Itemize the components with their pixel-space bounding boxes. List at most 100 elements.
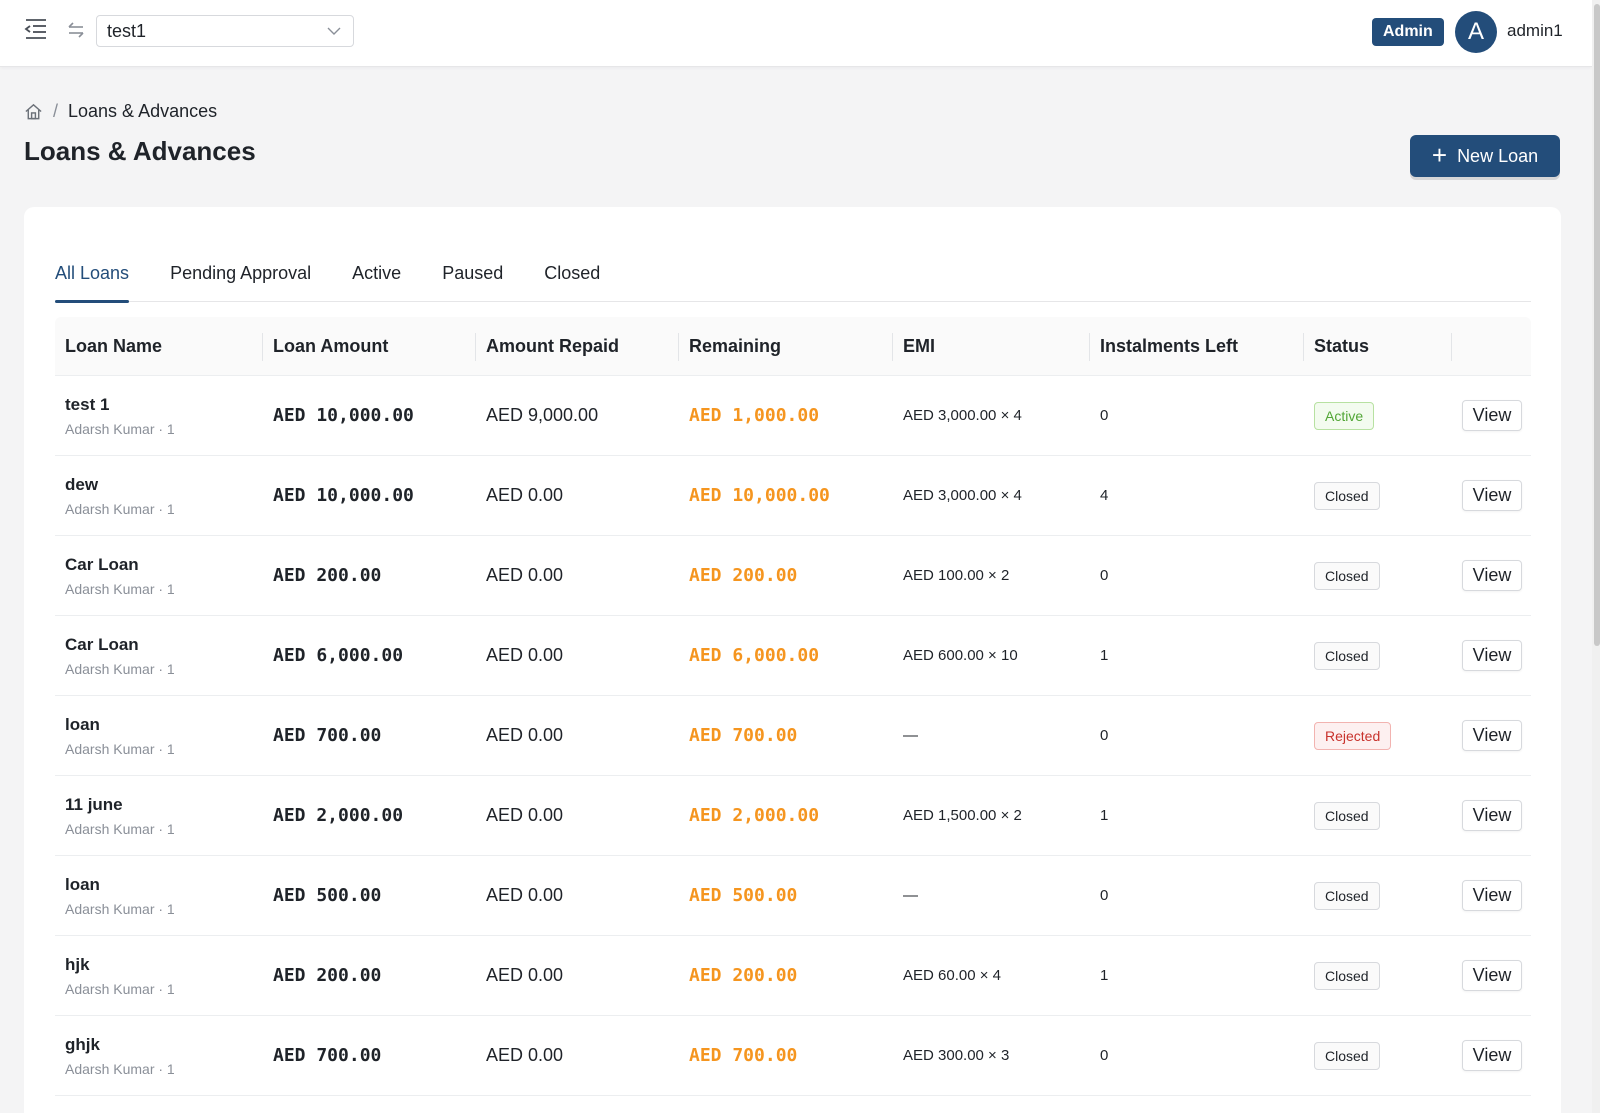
org-select[interactable]: test1	[96, 15, 354, 47]
loan-name: test 1	[65, 394, 110, 414]
loan-amount: AED 500.00	[273, 885, 382, 906]
status-badge: Closed	[1314, 881, 1380, 910]
new-loan-button[interactable]: + New Loan	[1410, 135, 1560, 177]
amount-repaid: AED 0.00	[486, 965, 564, 985]
switch-org-icon[interactable]	[66, 20, 86, 40]
loan-employee: Adarsh Kumar · 1	[65, 820, 175, 837]
remaining-cell: AED 200.00	[679, 936, 893, 1015]
loan-amount-cell: AED 2,000.00	[263, 776, 476, 855]
loan-employee: Adarsh Kumar · 1	[65, 980, 175, 997]
amount-repaid: AED 0.00	[486, 725, 564, 745]
chevron-down-icon	[327, 27, 341, 35]
column-header-instalments-left: Instalments Left	[1090, 317, 1304, 375]
table-row: Car Loan Adarsh Kumar · 1 AED 6,000.00 A…	[55, 616, 1531, 696]
amount-repaid: AED 0.00	[486, 805, 564, 825]
view-button[interactable]: View	[1462, 880, 1522, 911]
tab-active[interactable]: Active	[352, 263, 402, 283]
emi-cell: AED 3,000.00 × 4	[893, 376, 1090, 455]
view-button[interactable]: View	[1462, 800, 1522, 831]
status-badge: Active	[1314, 401, 1375, 430]
loan-name-cell: ghjk Adarsh Kumar · 1	[55, 1016, 263, 1095]
status-cell: Active	[1304, 376, 1452, 455]
emi-cell: AED 1,500.00 × 2	[893, 776, 1090, 855]
tab-closed[interactable]: Closed	[544, 263, 601, 283]
loan-employee: Adarsh Kumar · 1	[65, 740, 175, 757]
emi-value: AED 100.00 × 2	[903, 567, 1010, 584]
remaining-cell: AED 700.00	[679, 1016, 893, 1095]
actions-cell: View	[1452, 936, 1531, 1015]
view-button[interactable]: View	[1462, 1040, 1522, 1071]
menu-collapse-icon[interactable]	[24, 18, 48, 40]
table-header: Loan Name Loan Amount Amount Repaid Rema…	[55, 317, 1531, 376]
actions-cell: View	[1452, 616, 1531, 695]
breadcrumb-separator: /	[53, 101, 59, 121]
table-row: test 1 Adarsh Kumar · 1 AED 10,000.00 AE…	[55, 376, 1531, 456]
emi-cell: —	[893, 856, 1090, 935]
breadcrumb: / Loans & Advances	[24, 101, 217, 122]
remaining-amount: AED 700.00	[689, 1045, 798, 1066]
amount-repaid: AED 0.00	[486, 1045, 564, 1065]
loan-employee: Adarsh Kumar · 1	[65, 420, 175, 437]
remaining-amount: AED 200.00	[689, 565, 798, 586]
loan-name: loan	[65, 874, 100, 894]
loan-name: ghjk	[65, 1034, 100, 1054]
loan-name-cell: 11 june Adarsh Kumar · 1	[55, 776, 263, 855]
home-icon[interactable]	[24, 102, 43, 121]
instalments-left-cell: 0	[1090, 856, 1304, 935]
status-badge: Closed	[1314, 561, 1380, 590]
avatar[interactable]: A	[1455, 11, 1497, 53]
amount-repaid-cell: AED 0.00	[476, 616, 679, 695]
emi-cell: AED 60.00 × 4	[893, 936, 1090, 1015]
view-button[interactable]: View	[1462, 400, 1522, 431]
view-button[interactable]: View	[1462, 720, 1522, 751]
loan-employee: Adarsh Kumar · 1	[65, 900, 175, 917]
loan-name-cell: Car Loan Adarsh Kumar · 1	[55, 536, 263, 615]
loan-name: loan	[65, 714, 100, 734]
tab-pending-approval[interactable]: Pending Approval	[170, 263, 312, 283]
loan-amount-cell: AED 6,000.00	[263, 616, 476, 695]
remaining-cell: AED 1,000.00	[679, 376, 893, 455]
amount-repaid-cell: AED 0.00	[476, 696, 679, 775]
amount-repaid: AED 0.00	[486, 485, 564, 505]
scrollbar-thumb[interactable]	[1594, 4, 1600, 646]
org-select-value: test1	[107, 20, 147, 41]
status-cell: Closed	[1304, 1016, 1452, 1095]
loan-tabs: All Loans Pending Approval Active Paused…	[55, 251, 1531, 303]
username[interactable]: admin1	[1507, 21, 1563, 40]
actions-cell: View	[1452, 856, 1531, 935]
tab-paused[interactable]: Paused	[442, 263, 504, 283]
instalments-left-cell: 1	[1090, 776, 1304, 855]
loan-name: hjk	[65, 954, 90, 974]
loan-amount-cell: AED 500.00	[263, 856, 476, 935]
loan-amount: AED 700.00	[273, 725, 382, 746]
view-button[interactable]: View	[1462, 480, 1522, 511]
status-cell: Closed	[1304, 616, 1452, 695]
loans-table: Loan Name Loan Amount Amount Repaid Rema…	[55, 317, 1531, 1096]
table-row: loan Adarsh Kumar · 1 AED 500.00 AED 0.0…	[55, 856, 1531, 936]
actions-cell: View	[1452, 776, 1531, 855]
remaining-cell: AED 200.00	[679, 536, 893, 615]
amount-repaid: AED 0.00	[486, 565, 564, 585]
column-header-emi: EMI	[893, 317, 1090, 375]
view-button[interactable]: View	[1462, 640, 1522, 671]
loan-name-cell: loan Adarsh Kumar · 1	[55, 696, 263, 775]
instalments-left-cell: 0	[1090, 376, 1304, 455]
view-button[interactable]: View	[1462, 560, 1522, 591]
loan-name: Car Loan	[65, 554, 139, 574]
instalments-left: 1	[1100, 967, 1109, 984]
loan-name-cell: test 1 Adarsh Kumar · 1	[55, 376, 263, 455]
status-badge: Closed	[1314, 961, 1380, 990]
emi-value: AED 3,000.00 × 4	[903, 487, 1022, 504]
remaining-amount: AED 10,000.00	[689, 485, 830, 506]
view-button[interactable]: View	[1462, 960, 1522, 991]
remaining-cell: AED 6,000.00	[679, 616, 893, 695]
emi-value: AED 300.00 × 3	[903, 1047, 1010, 1064]
tab-all-loans[interactable]: All Loans	[55, 251, 130, 303]
instalments-left-cell: 1	[1090, 616, 1304, 695]
column-header-actions	[1452, 317, 1531, 375]
actions-cell: View	[1452, 1016, 1531, 1095]
loan-amount: AED 700.00	[273, 1045, 382, 1066]
emi-value: AED 1,500.00 × 2	[903, 807, 1022, 824]
table-row: 11 june Adarsh Kumar · 1 AED 2,000.00 AE…	[55, 776, 1531, 856]
loan-employee: Adarsh Kumar · 1	[65, 500, 175, 517]
